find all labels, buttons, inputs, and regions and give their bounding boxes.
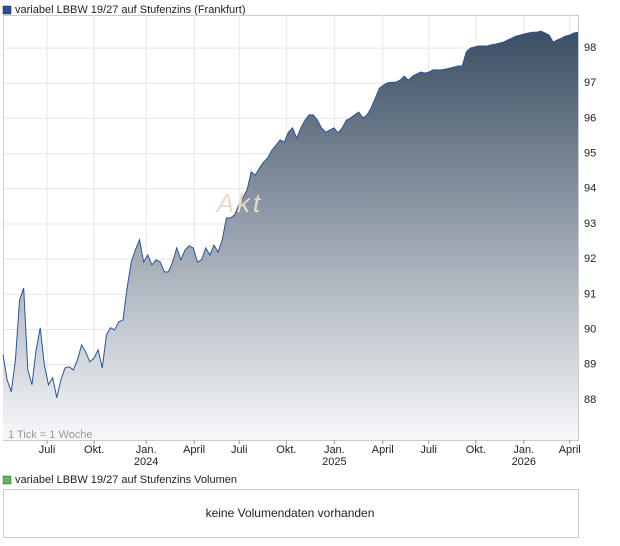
x-tick-label: Juli xyxy=(420,444,437,456)
x-tick-label: Okt. xyxy=(466,444,486,456)
x-tick-label: April xyxy=(559,444,581,456)
area-fill xyxy=(3,31,578,441)
y-tick-label: 98 xyxy=(584,42,596,54)
y-tick-label: 96 xyxy=(584,112,596,124)
x-tick-label: Jan. xyxy=(324,444,345,456)
volume-frame xyxy=(3,489,579,538)
volume-title: variabel LBBW 19/27 auf Stufenzins Volum… xyxy=(15,474,237,486)
x-tick-label: Jan. xyxy=(136,444,157,456)
tick-note: 1 Tick = 1 Woche xyxy=(8,429,92,441)
chart-title: variabel LBBW 19/27 auf Stufenzins (Fran… xyxy=(15,4,246,16)
y-tick-label: 88 xyxy=(584,394,596,406)
x-tick-label: Okt. xyxy=(84,444,104,456)
x-tick-label: April xyxy=(372,444,394,456)
y-tick-label: 97 xyxy=(584,77,596,89)
watermark: Akt xyxy=(215,188,264,218)
y-tick-label: 93 xyxy=(584,218,596,230)
x-tick-label: April xyxy=(183,444,205,456)
y-tick-label: 94 xyxy=(584,183,596,195)
x-tick-label: Juli xyxy=(231,444,248,456)
volume-message: keine Volumendaten vorhanden xyxy=(206,506,375,520)
x-tick-year: 2026 xyxy=(512,456,536,468)
x-tick-label: Okt. xyxy=(276,444,296,456)
y-tick-label: 90 xyxy=(584,323,596,335)
volume-legend-swatch xyxy=(2,475,12,485)
price-line xyxy=(2,30,579,398)
y-tick-label: 89 xyxy=(584,359,596,371)
x-tick-label: Juli xyxy=(39,444,56,456)
legend-swatch xyxy=(2,5,12,15)
x-tick-label: Jan. xyxy=(513,444,534,456)
x-tick-year: 2025 xyxy=(322,456,346,468)
y-tick-label: 91 xyxy=(584,288,596,300)
x-tick-year: 2024 xyxy=(134,456,158,468)
y-tick-label: 95 xyxy=(584,148,596,160)
y-tick-label: 92 xyxy=(584,253,596,265)
plot-frame xyxy=(3,15,579,441)
